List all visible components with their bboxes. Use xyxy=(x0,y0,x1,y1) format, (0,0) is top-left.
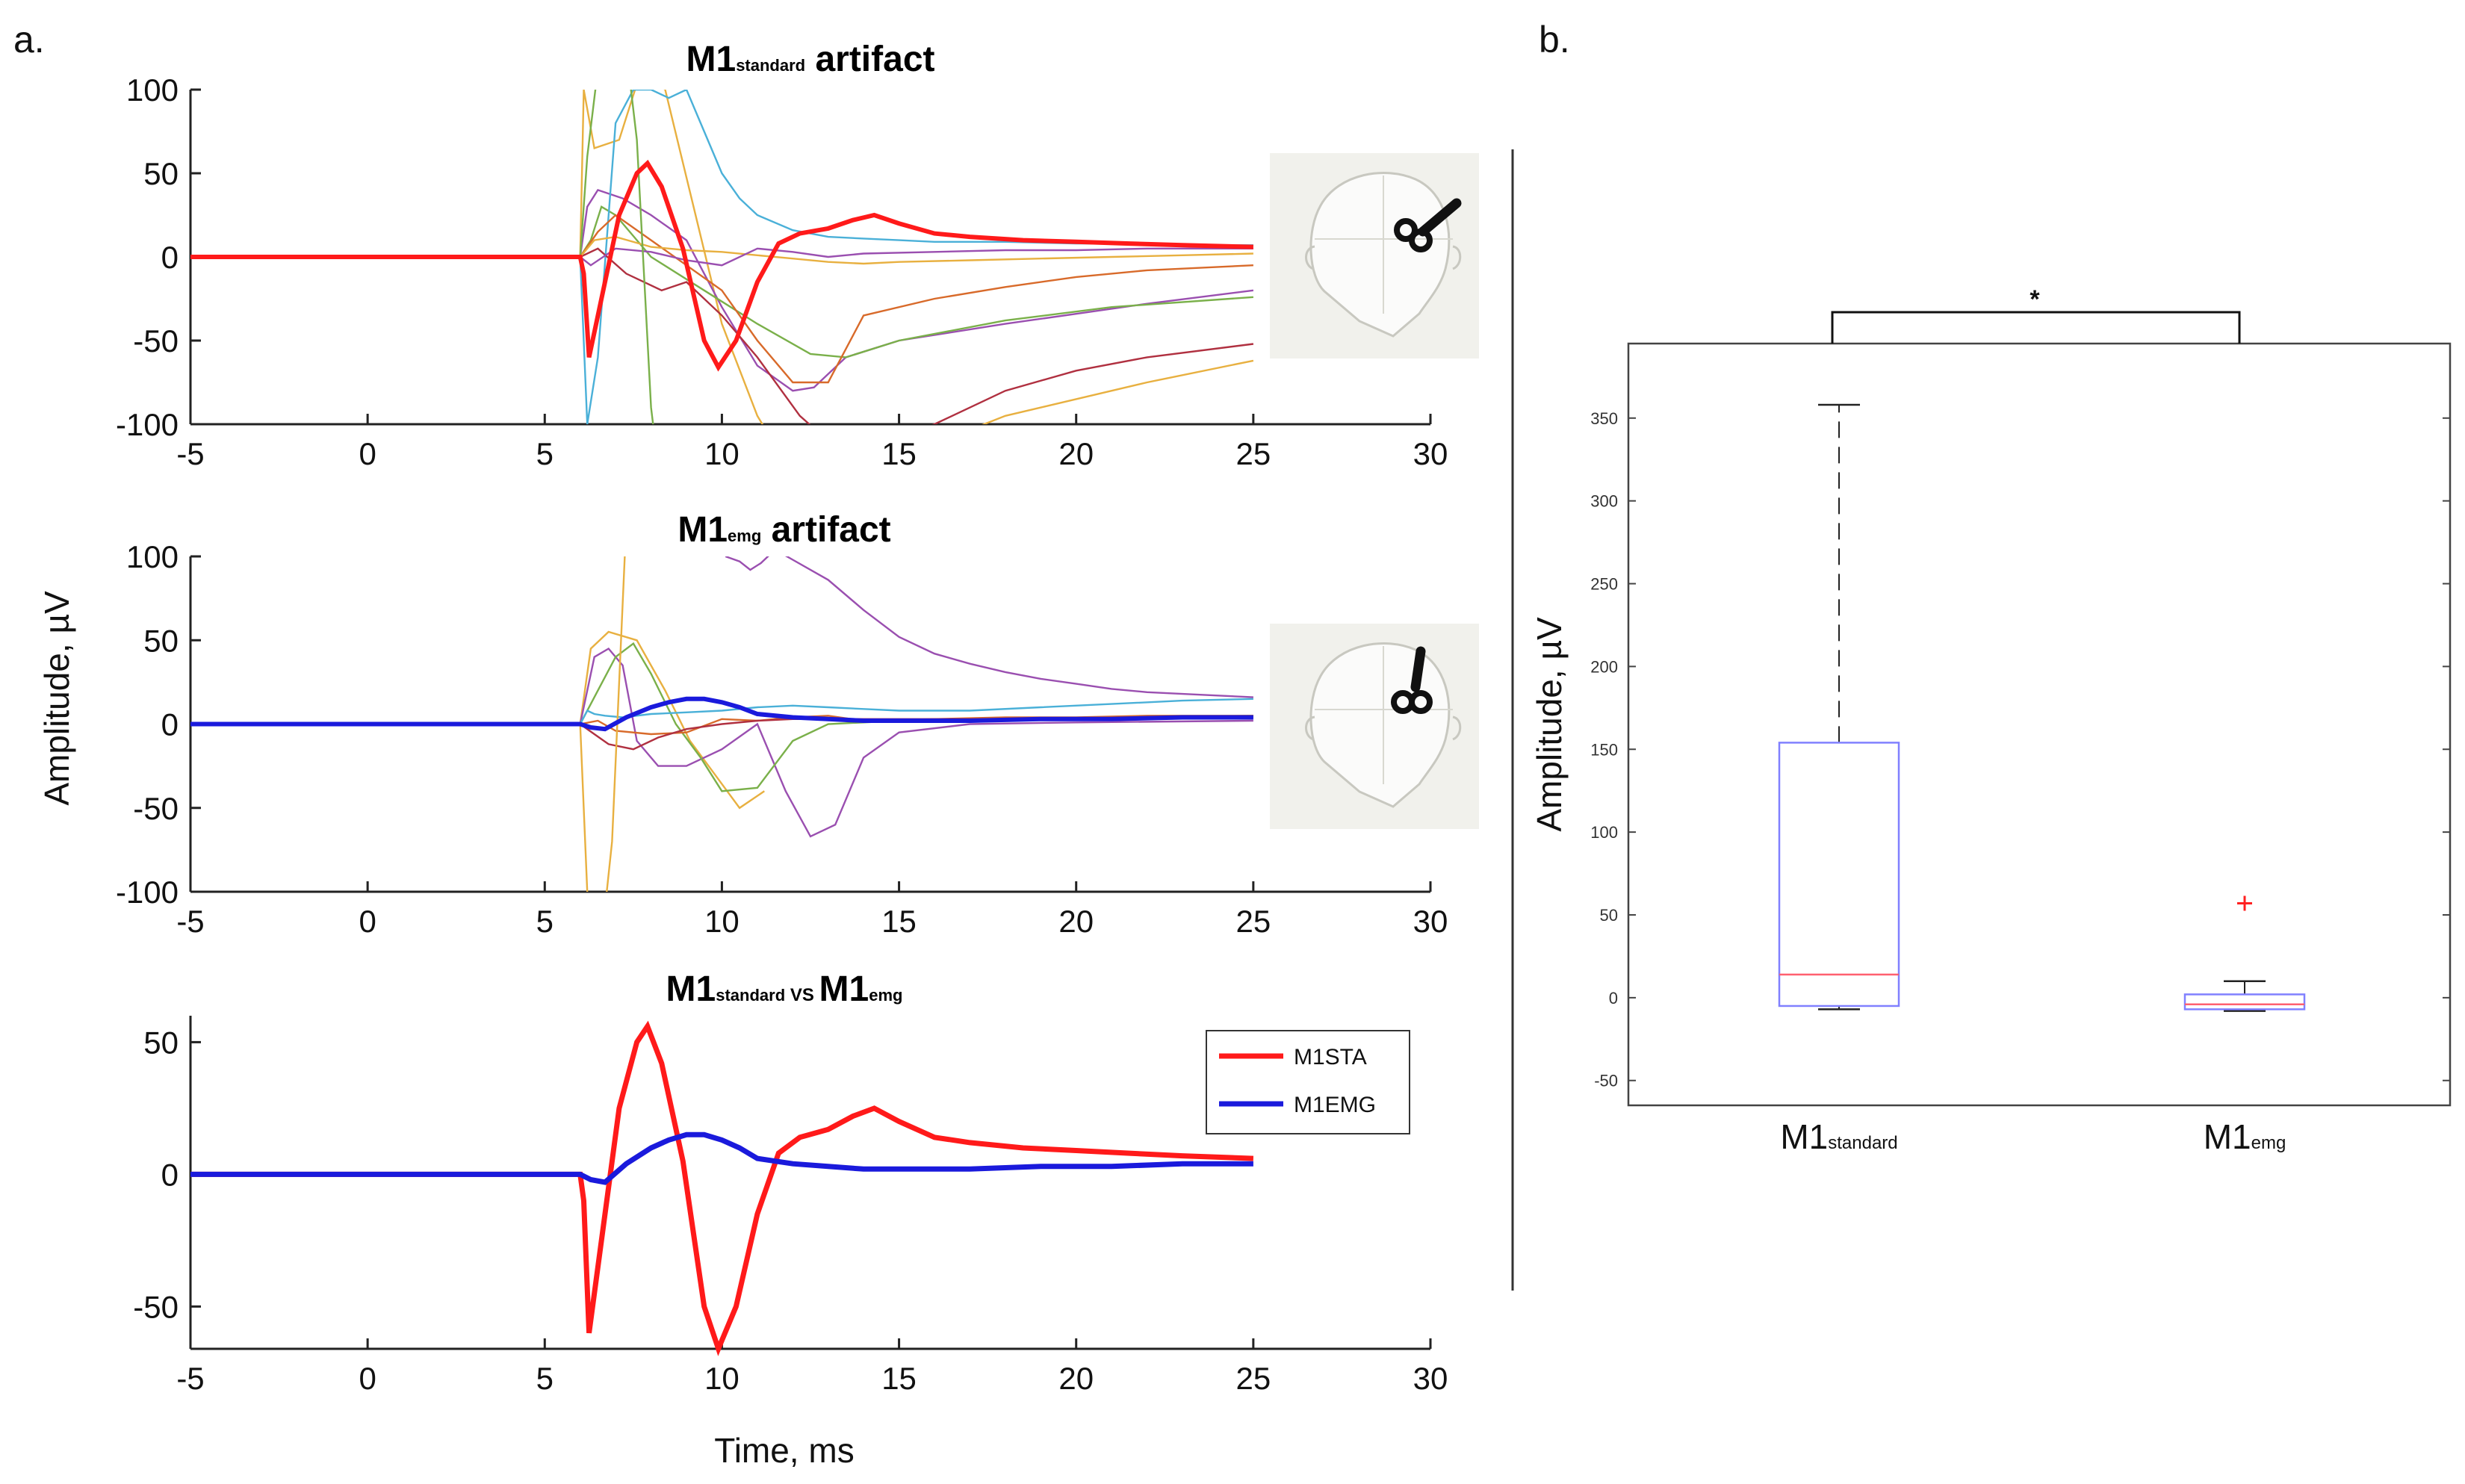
boxplot: -50 0 50 100 150 200 250 300 350 Amplitude, µV M… xyxy=(1530,285,2452,1156)
head-inset-emg xyxy=(1270,624,1479,829)
y-tick-label: 0 xyxy=(161,707,179,742)
subplot-standard-title: M1standard artifact xyxy=(686,40,935,79)
trial-line xyxy=(190,698,1253,725)
y-tick-label: 100 xyxy=(126,539,179,574)
trial-line xyxy=(190,205,1253,358)
box-iqr xyxy=(2183,993,2306,1010)
x-tick-label: 0 xyxy=(359,904,376,939)
y-tick-label: -100 xyxy=(116,875,179,910)
trial-line xyxy=(190,247,1254,424)
legend-label-m1emg: M1EMG xyxy=(1294,1093,1376,1117)
x-tick-label: 25 xyxy=(1235,904,1271,939)
subplot-emg-title: M1emg artifact xyxy=(678,510,890,550)
panel-a-label: a. xyxy=(13,19,45,60)
x-axis-label: Time, ms xyxy=(714,1431,854,1470)
trial-line xyxy=(190,630,765,810)
significance-marker: * xyxy=(2030,285,2040,314)
x-tick-label: 30 xyxy=(1413,1361,1448,1396)
x-tick-label: 30 xyxy=(1413,904,1448,939)
x-tick-label: -5 xyxy=(176,904,204,939)
panel-b-label: b. xyxy=(1539,19,1570,60)
x-tick-label: 15 xyxy=(881,904,917,939)
y-tick-label: 0 xyxy=(1609,989,1618,1008)
group-label-standard: M1standard xyxy=(1780,1117,1897,1156)
x-tick-label: 15 xyxy=(881,1361,917,1396)
x-tick-label: 20 xyxy=(1058,1361,1094,1396)
y-tick-label: 0 xyxy=(161,240,179,275)
head-inset-standard xyxy=(1270,153,1479,358)
y-tick-label: 0 xyxy=(161,1157,179,1192)
subplot-comparison-title: M1standard VS M1emg xyxy=(666,969,903,1009)
x-tick-label: 5 xyxy=(536,1361,554,1396)
y-tick-label: 150 xyxy=(1590,740,1618,759)
x-tick-label: 5 xyxy=(536,436,554,471)
line-m1sta xyxy=(190,1020,1254,1356)
trial-line xyxy=(190,90,654,424)
head-icon xyxy=(1309,171,1451,338)
x-tick-label: 25 xyxy=(1235,1361,1271,1396)
trial-line xyxy=(190,235,1253,265)
legend: M1STA M1EMG xyxy=(1206,1030,1410,1134)
x-tick-label: 25 xyxy=(1235,436,1271,471)
mean-line-standard xyxy=(190,159,1253,372)
y-tick-label: 100 xyxy=(1590,823,1618,842)
trial-line xyxy=(190,647,1253,838)
y-tick-label: 300 xyxy=(1590,492,1618,511)
x-tick-label: 20 xyxy=(1058,904,1094,939)
x-tick-label: 10 xyxy=(704,1361,740,1396)
plot-frame xyxy=(1627,342,2452,1107)
x-tick-label: 10 xyxy=(704,436,740,471)
trial-line xyxy=(725,556,1253,698)
y-tick-label: 50 xyxy=(143,1025,179,1060)
coil-icon xyxy=(1394,218,1418,242)
x-tick-label: 15 xyxy=(881,436,917,471)
trial-line xyxy=(190,214,1253,384)
x-tick-label: 5 xyxy=(536,904,554,939)
y-tick-label: -50 xyxy=(133,791,179,826)
box-iqr xyxy=(1778,742,1900,1008)
coil-handle-icon xyxy=(1418,198,1462,237)
y-axis-label-a: Amplitude, µV xyxy=(37,591,76,806)
group-label-emg: M1emg xyxy=(2204,1117,2286,1156)
y-tick-label: 50 xyxy=(1600,906,1618,925)
subplot-standard-artifact: M1standard artifact -5 0 5 10 15 20 25 30-100-5… xyxy=(116,40,1479,471)
x-tick-label: -5 xyxy=(176,436,204,471)
trial-line xyxy=(190,90,1254,424)
box-standard xyxy=(1778,403,1900,1010)
x-tick-label: 20 xyxy=(1058,436,1094,471)
y-tick-label: 350 xyxy=(1590,409,1618,428)
x-tick-label: 0 xyxy=(359,1361,376,1396)
subplot-comparison: M1standard VS M1emg -5 0 5 10 15 20 25 30-50050… xyxy=(133,969,1448,1470)
y-tick-label: 50 xyxy=(143,623,179,658)
legend-label-m1sta: M1STA xyxy=(1294,1045,1367,1069)
x-tick-label: 0 xyxy=(359,436,376,471)
y-tick-label: -50 xyxy=(133,323,179,358)
x-tick-label: -5 xyxy=(176,1361,204,1396)
y-tick-label: 200 xyxy=(1590,657,1618,676)
outlier-marker xyxy=(2237,895,2252,911)
box-emg xyxy=(2183,895,2306,1012)
y-tick-label: -50 xyxy=(133,1289,179,1324)
y-tick-label: 250 xyxy=(1590,575,1618,594)
trial-line xyxy=(190,556,626,892)
x-tick-label: 10 xyxy=(704,904,740,939)
y-tick-label: -100 xyxy=(116,407,179,442)
mean-line-emg xyxy=(190,696,1253,732)
y-tick-label: 50 xyxy=(143,156,179,191)
y-tick-label: 100 xyxy=(126,72,179,108)
x-tick-label: 30 xyxy=(1413,436,1448,471)
y-axis-label-b: Amplitude, µV xyxy=(1530,617,1569,832)
coil-handle-icon xyxy=(1410,646,1426,692)
y-tick-label: -50 xyxy=(1594,1072,1618,1090)
significance-bracket xyxy=(1831,311,2241,344)
subplot-emg-artifact: M1emg artifact -5 0 5 10 15 20 25 30-100-500501… xyxy=(116,510,1479,939)
line-m1emg xyxy=(190,1131,1253,1185)
